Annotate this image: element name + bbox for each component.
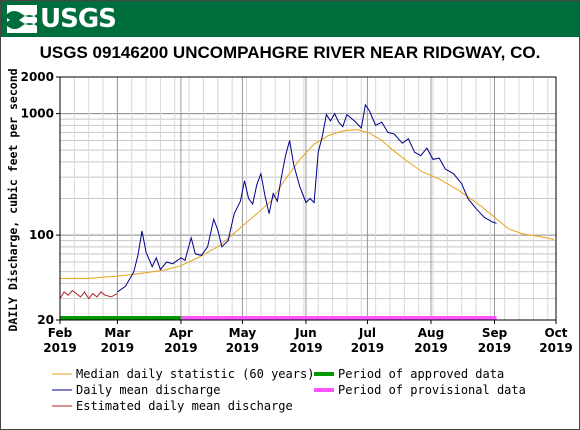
- x-tick-label: Apr: [169, 326, 193, 340]
- period-bar: [180, 316, 497, 320]
- series-lines: [59, 103, 555, 300]
- legend-label: Daily mean discharge: [76, 383, 221, 397]
- plot-border: [59, 76, 557, 321]
- x-tick-label: May: [229, 326, 257, 340]
- period-bars: [60, 316, 497, 320]
- x-tick-label: Jul: [358, 326, 376, 340]
- x-tick-year: 2019: [164, 341, 197, 355]
- legend-label: Period of provisional data: [338, 383, 526, 397]
- legend-label: Period of approved data: [338, 367, 504, 381]
- y-tick-label: 20: [37, 313, 54, 327]
- x-tick-label: Oct: [544, 326, 567, 340]
- y-tick-label: 1000: [21, 107, 54, 121]
- y-tick-label: 100: [29, 228, 54, 242]
- series-line: [117, 103, 497, 293]
- x-tick-year: 2019: [478, 341, 511, 355]
- x-tick-label: Aug: [418, 326, 444, 340]
- x-tick-year: 2019: [43, 341, 76, 355]
- y-tick-label: 2000: [21, 70, 54, 84]
- x-tick-year: 2019: [414, 341, 447, 355]
- usgs-logo[interactable]: USGS: [7, 4, 117, 34]
- x-tick-year: 2019: [351, 341, 384, 355]
- x-tick-label: Jun: [294, 326, 317, 340]
- x-tick-year: 2019: [289, 341, 322, 355]
- legend-label: Median daily statistic (60 years): [76, 367, 314, 381]
- usgs-logo-text: USGS: [40, 4, 117, 34]
- chart-title: USGS 09146200 UNCOMPAHGRE RIVER NEAR RID…: [39, 43, 541, 62]
- grid-lines: [59, 76, 557, 321]
- x-tick-label: Sep: [482, 326, 508, 340]
- x-tick-year: 2019: [226, 341, 259, 355]
- usgs-wave-icon: [7, 5, 37, 33]
- x-tick-year: 2019: [101, 341, 134, 355]
- x-tick-label: Feb: [48, 326, 73, 340]
- y-axis-label: DAILY Discharge, cubic feet per second: [6, 68, 20, 331]
- series-line: [60, 128, 555, 279]
- period-bar: [60, 316, 181, 320]
- x-tick-label: Mar: [104, 326, 130, 340]
- legend-label: Estimated daily mean discharge: [76, 399, 293, 413]
- x-tick-year: 2019: [539, 341, 572, 355]
- x-axis-ticks: Feb2019Mar2019Apr2019May2019Jun2019Jul20…: [43, 320, 573, 355]
- legend: Median daily statistic (60 years) Daily m…: [52, 367, 526, 413]
- series-line: [59, 289, 118, 300]
- header-banner: USGS: [1, 1, 579, 37]
- y-axis-ticks: 20 100 1000 2000: [21, 70, 60, 327]
